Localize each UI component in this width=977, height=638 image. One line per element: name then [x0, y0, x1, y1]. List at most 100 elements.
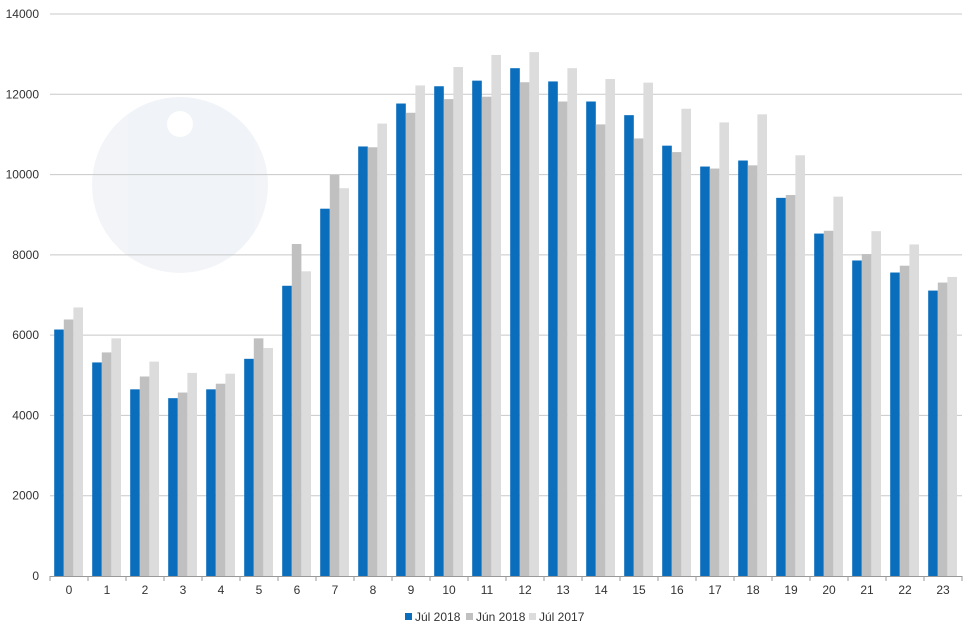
- watermark: [92, 97, 268, 273]
- y-axis-labels: 0 2000 4000 6000 8000 10000 12000 14000: [6, 7, 40, 583]
- bar[interactable]: [633, 138, 644, 576]
- y-tick-label: 4000: [12, 408, 39, 422]
- legend-item[interactable]: Júl 2017: [529, 610, 585, 624]
- bar[interactable]: [928, 290, 938, 576]
- bar[interactable]: [472, 80, 482, 576]
- x-tick-label: 5: [256, 583, 263, 597]
- bar[interactable]: [358, 146, 368, 576]
- bar[interactable]: [719, 122, 729, 576]
- bar[interactable]: [415, 85, 425, 576]
- bar[interactable]: [367, 147, 378, 576]
- bar[interactable]: [624, 115, 634, 576]
- x-tick-label: 22: [898, 583, 912, 597]
- legend-label: Júl 2017: [539, 610, 585, 624]
- bar[interactable]: [795, 155, 805, 576]
- bar[interactable]: [700, 166, 710, 577]
- bar[interactable]: [738, 160, 748, 576]
- bar[interactable]: [215, 383, 226, 576]
- bar[interactable]: [662, 145, 672, 576]
- bar[interactable]: [453, 66, 463, 576]
- bar[interactable]: [54, 329, 64, 576]
- bar[interactable]: [225, 373, 235, 576]
- bar[interactable]: [833, 196, 843, 576]
- bar[interactable]: [785, 195, 796, 576]
- bar[interactable]: [757, 114, 767, 576]
- bar[interactable]: [63, 319, 74, 576]
- bar[interactable]: [329, 174, 340, 577]
- bar[interactable]: [187, 372, 197, 576]
- bar[interactable]: [557, 101, 568, 577]
- x-tick-label: 20: [822, 583, 836, 597]
- bar[interactable]: [177, 392, 188, 576]
- bar[interactable]: [529, 52, 539, 576]
- bar[interactable]: [852, 260, 862, 576]
- bar[interactable]: [301, 271, 311, 576]
- x-tick-label: 13: [556, 583, 570, 597]
- bar[interactable]: [282, 285, 292, 576]
- bar[interactable]: [491, 54, 501, 576]
- bar[interactable]: [899, 265, 910, 576]
- bar[interactable]: [519, 82, 530, 576]
- bar[interactable]: [101, 352, 112, 576]
- x-tick-label: 2: [142, 583, 149, 597]
- bar[interactable]: [168, 398, 178, 576]
- legend[interactable]: Júl 2018 Jún 2018 Júl 2017: [405, 610, 585, 624]
- bar[interactable]: [130, 389, 140, 576]
- x-tick-label: 7: [332, 583, 339, 597]
- bar[interactable]: [510, 68, 520, 576]
- bar[interactable]: [595, 124, 606, 577]
- bar[interactable]: [73, 307, 83, 576]
- bar[interactable]: [291, 244, 302, 577]
- bar[interactable]: [747, 165, 758, 577]
- bar[interactable]: [823, 230, 834, 576]
- bar[interactable]: [244, 358, 254, 576]
- bar[interactable]: [681, 108, 691, 576]
- bar[interactable]: [671, 152, 682, 576]
- bar[interactable]: [263, 347, 273, 576]
- x-tick-label: 18: [746, 583, 760, 597]
- bar[interactable]: [814, 233, 824, 576]
- y-tick-label: 14000: [6, 7, 40, 21]
- bar[interactable]: [861, 254, 872, 576]
- bar[interactable]: [206, 389, 216, 576]
- bar[interactable]: [396, 103, 406, 577]
- x-tick-label: 4: [218, 583, 225, 597]
- bar[interactable]: [405, 112, 416, 576]
- bar[interactable]: [567, 68, 577, 576]
- x-tick-label: 12: [518, 583, 532, 597]
- bar[interactable]: [709, 168, 720, 577]
- bar[interactable]: [149, 361, 159, 576]
- y-tick-label: 10000: [6, 168, 40, 182]
- bar[interactable]: [320, 208, 330, 576]
- x-axis-labels: 0 1 2 3 4 5 6 7 8 9 10 11 12 13 14 15 16 17 18 19 20 21 22 23: [66, 583, 950, 597]
- legend-swatch: [405, 613, 412, 620]
- bar[interactable]: [548, 81, 558, 576]
- bar[interactable]: [890, 272, 900, 576]
- bar[interactable]: [481, 96, 492, 577]
- bar[interactable]: [909, 244, 919, 577]
- bar[interactable]: [586, 101, 596, 577]
- bar[interactable]: [253, 338, 264, 576]
- watermark-dot: [167, 111, 193, 137]
- bar[interactable]: [434, 86, 444, 576]
- y-tick-label: 8000: [12, 248, 39, 262]
- bar[interactable]: [377, 123, 387, 576]
- x-tick-label: 23: [936, 583, 950, 597]
- legend-item[interactable]: Júl 2018: [405, 610, 461, 624]
- bar[interactable]: [643, 82, 653, 576]
- bar[interactable]: [111, 338, 121, 576]
- bar[interactable]: [937, 282, 948, 576]
- bar[interactable]: [871, 231, 881, 576]
- x-tick-label: 21: [860, 583, 874, 597]
- watermark-circle: [92, 97, 268, 273]
- bar[interactable]: [776, 197, 786, 576]
- x-tick-label: 8: [370, 583, 377, 597]
- bar[interactable]: [339, 188, 349, 576]
- bar[interactable]: [139, 376, 150, 576]
- bar[interactable]: [92, 362, 102, 576]
- bar[interactable]: [947, 276, 957, 576]
- bar[interactable]: [443, 99, 454, 577]
- legend-item[interactable]: Jún 2018: [466, 610, 526, 624]
- bar[interactable]: [605, 79, 615, 576]
- x-tick-label: 1: [104, 583, 111, 597]
